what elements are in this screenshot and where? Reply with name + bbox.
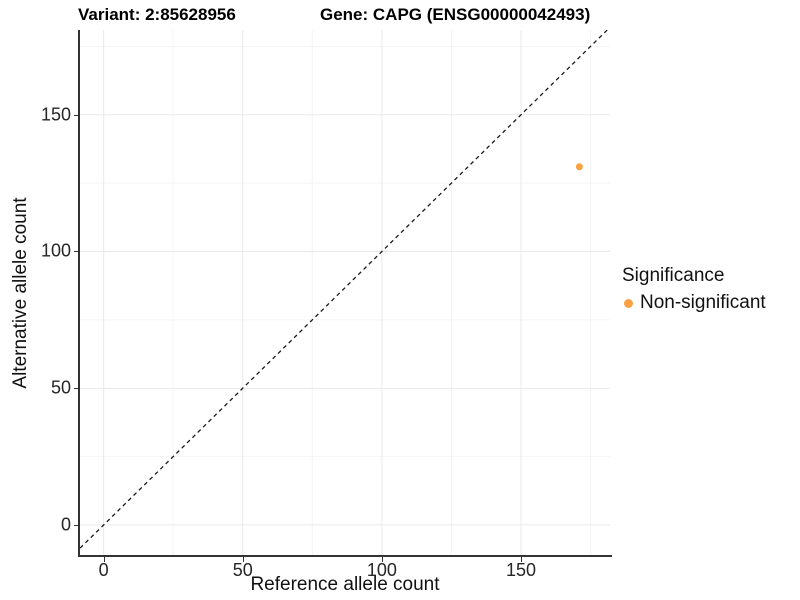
x-tick-label: 50: [232, 560, 253, 580]
y-tick-mark: [74, 524, 79, 526]
y-axis-line: [78, 30, 80, 557]
y-tick-label: 0: [60, 514, 71, 535]
y-tick-mark: [74, 114, 79, 116]
x-tick-label: 100: [366, 560, 397, 580]
plot-title-variant: Variant: 2:85628956: [78, 5, 236, 24]
y-tick-label: 100: [40, 240, 71, 261]
x-tick-label: 150: [505, 560, 536, 580]
legend-title: Significance: [622, 265, 725, 286]
y-axis-title: Alternative allele count: [10, 197, 31, 389]
data-point: [575, 163, 583, 171]
legend-item-label: Non-significant: [640, 292, 766, 313]
x-axis-title: Reference allele count: [250, 574, 440, 595]
legend-item-non-significant: Non-significant: [622, 292, 766, 314]
y-tick-label: 50: [50, 377, 71, 398]
legend: Significance Non-significant: [622, 265, 766, 314]
x-tick-mark: [103, 557, 105, 562]
x-tick-mark: [520, 557, 522, 562]
x-axis-line: [79, 555, 612, 557]
identity-dashed-line: [80, 30, 609, 550]
y-tick-mark: [74, 251, 79, 253]
plot-panel: [80, 30, 610, 555]
y-tick-mark: [74, 388, 79, 390]
y-tick-label: 150: [40, 104, 71, 125]
x-tick-mark: [381, 557, 383, 562]
legend-point-icon: [624, 298, 633, 308]
plot-title-gene: Gene: CAPG (ENSG00000042493): [320, 5, 591, 24]
x-tick-mark: [242, 557, 244, 562]
x-tick-label: 0: [98, 560, 109, 580]
